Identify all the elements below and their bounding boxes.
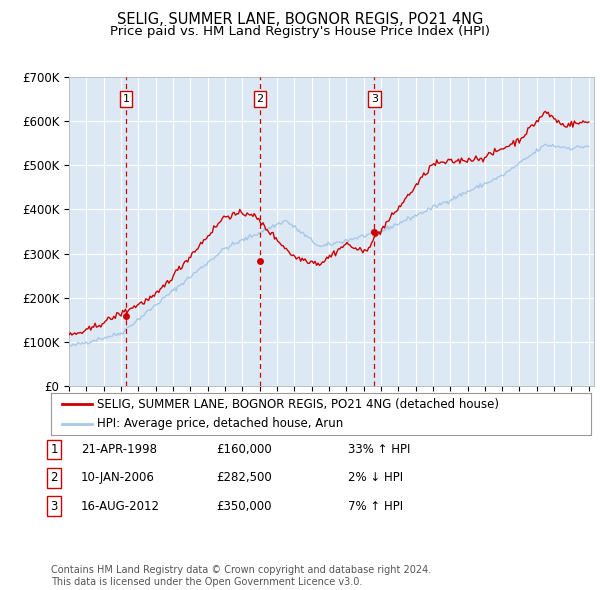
Text: HPI: Average price, detached house, Arun: HPI: Average price, detached house, Arun — [97, 418, 343, 431]
Text: 3: 3 — [371, 94, 378, 104]
Text: SELIG, SUMMER LANE, BOGNOR REGIS, PO21 4NG (detached house): SELIG, SUMMER LANE, BOGNOR REGIS, PO21 4… — [97, 398, 499, 411]
Text: 3: 3 — [50, 500, 58, 513]
Text: £160,000: £160,000 — [216, 443, 272, 456]
Text: £350,000: £350,000 — [216, 500, 271, 513]
Text: SELIG, SUMMER LANE, BOGNOR REGIS, PO21 4NG: SELIG, SUMMER LANE, BOGNOR REGIS, PO21 4… — [117, 12, 483, 27]
Text: 1: 1 — [50, 443, 58, 456]
Text: Contains HM Land Registry data © Crown copyright and database right 2024.
This d: Contains HM Land Registry data © Crown c… — [51, 565, 431, 587]
Text: 7% ↑ HPI: 7% ↑ HPI — [348, 500, 403, 513]
Text: 10-JAN-2006: 10-JAN-2006 — [81, 471, 155, 484]
Text: Price paid vs. HM Land Registry's House Price Index (HPI): Price paid vs. HM Land Registry's House … — [110, 25, 490, 38]
Text: 16-AUG-2012: 16-AUG-2012 — [81, 500, 160, 513]
Text: 2: 2 — [50, 471, 58, 484]
Text: 33% ↑ HPI: 33% ↑ HPI — [348, 443, 410, 456]
Text: 2: 2 — [257, 94, 263, 104]
Text: £282,500: £282,500 — [216, 471, 272, 484]
Text: 2% ↓ HPI: 2% ↓ HPI — [348, 471, 403, 484]
Text: 21-APR-1998: 21-APR-1998 — [81, 443, 157, 456]
Text: 1: 1 — [122, 94, 130, 104]
